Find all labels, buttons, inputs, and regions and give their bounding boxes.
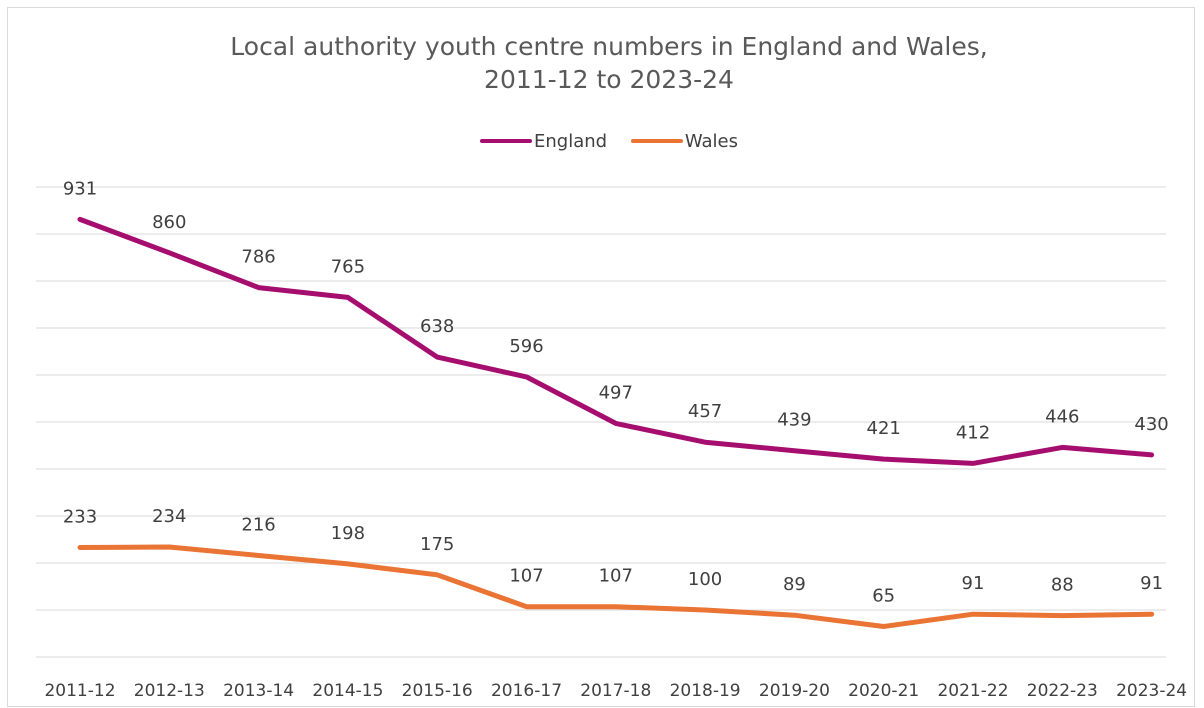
data-label-wales: 91 — [1140, 573, 1163, 594]
data-label-wales: 234 — [152, 506, 186, 527]
x-axis-tick-labels: 2011-12 2012-13 2013-14 2014-15 2015-16 2016-… — [44, 681, 1187, 701]
data-label-england: 860 — [152, 212, 186, 233]
series-line-england — [77, 216, 1155, 466]
series-lines — [77, 216, 1155, 629]
data-label-england: 931 — [63, 178, 97, 199]
data-label-england: 412 — [956, 422, 990, 443]
x-tick-label: 2012-13 — [134, 681, 205, 701]
data-label-wales: 216 — [241, 514, 275, 535]
x-tick-label: 2017-18 — [580, 681, 651, 701]
gridlines — [36, 186, 1166, 658]
legend-item-wales: Wales — [630, 130, 738, 152]
chart-title: Local authority youth centre numbers in … — [0, 30, 1204, 96]
x-tick-label: 2020-21 — [848, 681, 919, 701]
x-tick-label: 2011-12 — [44, 681, 115, 701]
data-label-wales: 107 — [509, 566, 543, 587]
data-labels: 931 860 786 765 638 596 497 457 439 421 412 446 430 2… — [63, 178, 1169, 606]
data-label-england: 457 — [688, 401, 722, 422]
data-label-england: 765 — [331, 256, 365, 277]
data-label-wales: 65 — [872, 585, 895, 606]
data-label-wales: 88 — [1051, 575, 1074, 596]
x-tick-label: 2015-16 — [402, 681, 473, 701]
data-label-england: 439 — [777, 410, 811, 431]
legend-label-wales: Wales — [684, 130, 738, 152]
x-tick-label: 2022-23 — [1027, 681, 1098, 701]
legend-swatch-wales — [630, 139, 683, 143]
data-label-wales: 89 — [783, 574, 806, 595]
chart-title-line-1: Local authority youth centre numbers in … — [230, 32, 988, 61]
x-tick-label: 2016-17 — [491, 681, 562, 701]
data-label-england: 430 — [1134, 414, 1168, 435]
data-label-wales: 198 — [331, 523, 365, 544]
series-line-wales — [77, 544, 1155, 629]
data-label-wales: 100 — [688, 569, 722, 590]
data-label-wales: 91 — [962, 573, 985, 594]
data-label-england: 786 — [241, 247, 275, 268]
data-label-wales: 233 — [63, 506, 97, 527]
chart-frame — [7, 7, 1195, 707]
x-tick-label: 2014-15 — [312, 681, 383, 701]
legend-swatch-england — [480, 139, 533, 143]
data-label-england: 421 — [867, 418, 901, 439]
legend-label-england: England — [534, 130, 608, 152]
data-label-england: 596 — [509, 336, 543, 357]
x-tick-label: 2013-14 — [223, 681, 294, 701]
x-tick-label: 2021-22 — [937, 681, 1008, 701]
data-label-wales: 107 — [599, 566, 633, 587]
data-label-england: 638 — [420, 316, 454, 337]
chart-title-line-2: 2011-12 to 2023-24 — [484, 65, 734, 94]
legend-item-england: England — [480, 131, 607, 152]
x-tick-label: 2018-19 — [670, 681, 741, 701]
x-tick-label: 2023-24 — [1116, 681, 1187, 701]
x-tick-label: 2019-20 — [759, 681, 830, 701]
data-label-england: 446 — [1045, 406, 1079, 427]
data-label-england: 497 — [599, 382, 633, 403]
chart-legend: England Wales — [0, 127, 1204, 152]
data-label-wales: 175 — [420, 534, 454, 555]
